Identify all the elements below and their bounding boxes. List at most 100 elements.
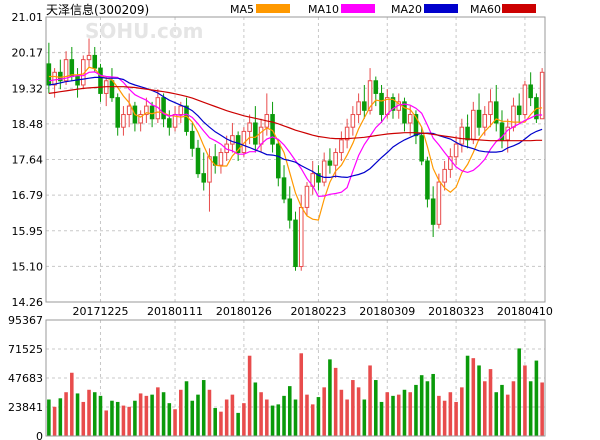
- candle-body-up: [459, 126, 465, 145]
- candle-body-down: [92, 54, 98, 69]
- candle-body-up: [144, 105, 149, 116]
- volume-bar-down: [276, 404, 281, 436]
- volume-bar-down: [58, 398, 63, 436]
- candle-body-up: [436, 181, 442, 225]
- volume-bar-up: [207, 389, 212, 436]
- candle-body-up: [230, 135, 235, 145]
- candle-body-up: [356, 101, 361, 116]
- volume-bar-up: [224, 399, 229, 436]
- candle-body-up: [258, 126, 264, 145]
- date-tick-label: 20180323: [428, 305, 484, 318]
- volume-bar-down: [287, 386, 292, 436]
- price-y-axis: 21.01 20.17 19.32 18.48 17.64 16.79 15.95 15.10…: [12, 11, 44, 309]
- volume-bar-down: [391, 395, 395, 436]
- ma-line-ma5: [48, 66, 543, 221]
- candle-body-up: [178, 105, 184, 116]
- volume-bar-down: [110, 400, 114, 436]
- volume-bar-down: [161, 392, 166, 436]
- candle-body-up: [138, 114, 143, 124]
- volume-bar-up: [482, 381, 487, 436]
- candle-body-down: [253, 122, 258, 145]
- date-tick-label: 20180309: [359, 305, 415, 318]
- volume-bar-down: [184, 381, 189, 436]
- volume-bar-up: [173, 409, 177, 436]
- candle-body-up: [471, 109, 476, 141]
- volume-bar-up: [540, 382, 544, 436]
- volume-bar-down: [236, 412, 240, 436]
- candle-body-down: [115, 97, 120, 128]
- volume-bar-up: [345, 399, 349, 436]
- volume-bar-down: [494, 392, 499, 436]
- candle-body-up: [482, 114, 488, 128]
- candle-body-down: [528, 84, 533, 99]
- legend-ma10-label: MA10: [308, 3, 340, 16]
- volume-bar-up: [505, 394, 510, 436]
- candle-body-up: [304, 185, 310, 208]
- candle-body-down: [516, 105, 522, 116]
- legend-ma20-color: [424, 4, 458, 13]
- volume-y-axis: 95367 71525 47683 23841 0: [8, 314, 43, 440]
- volume-bar-down: [402, 389, 407, 436]
- candle-body-down: [465, 126, 470, 141]
- volume-bar-up: [396, 394, 401, 436]
- candle-body-up: [126, 105, 132, 116]
- candle-body-down: [476, 109, 482, 128]
- price-tick-label: 17.64: [12, 154, 44, 167]
- volume-bar-down: [500, 384, 504, 436]
- candle-body-down: [276, 143, 281, 179]
- volume-bar-down: [201, 380, 206, 436]
- candle-body-down: [493, 101, 499, 124]
- volume-bar-down: [92, 392, 97, 436]
- price-tick-label: 14.26: [12, 296, 44, 309]
- candle-body-down: [75, 76, 80, 86]
- volume-bar-down: [431, 373, 435, 436]
- volume-bar-up: [310, 404, 315, 436]
- price-tick-label: 19.32: [12, 82, 44, 95]
- volume-tick-label: 23841: [8, 401, 43, 414]
- candle-body-up: [121, 114, 126, 128]
- volume-frame: [45, 319, 546, 437]
- volume-bar-down: [379, 401, 384, 436]
- candle-body-up: [321, 160, 327, 183]
- volume-bar-up: [138, 393, 143, 436]
- volume-bar-down: [253, 382, 258, 436]
- candle-body-up: [453, 143, 459, 158]
- candle-body-down: [161, 97, 166, 120]
- candle-body-down: [390, 97, 396, 111]
- candle-body-up: [442, 168, 447, 183]
- volume-bar-down: [374, 380, 378, 436]
- volume-bar-down: [362, 399, 367, 436]
- volume-bar-up: [523, 365, 527, 436]
- legend-ma20-label: MA20: [391, 3, 423, 16]
- volume-bar-down: [282, 395, 286, 436]
- volume-bar-down: [213, 408, 217, 436]
- volume-tick-label: 95367: [8, 314, 43, 327]
- volume-bar-up: [356, 387, 361, 436]
- candle-body-up: [207, 156, 212, 183]
- candle-body-up: [407, 114, 413, 124]
- ma-line-ma20: [48, 76, 543, 179]
- volume-bar-down: [150, 394, 154, 436]
- candle-body-down: [46, 63, 52, 86]
- candle-body-up: [350, 114, 356, 128]
- volume-tick-label: 47683: [8, 372, 43, 385]
- volume-bar-up: [247, 355, 252, 436]
- volume-tick-label: 71525: [8, 343, 43, 356]
- volume-bar-down: [425, 381, 430, 436]
- volume-bar-up: [442, 400, 447, 436]
- volume-bar-down: [517, 348, 521, 436]
- ma-line-ma10: [48, 71, 543, 198]
- date-tick-label: 20180223: [290, 305, 346, 318]
- volume-bar-up: [219, 411, 223, 436]
- volume-bar-down: [419, 375, 424, 436]
- volume-bar-up: [351, 380, 355, 436]
- volume-bar-up: [70, 372, 74, 436]
- volume-bar-up: [156, 387, 160, 436]
- date-x-axis: 20171225 20180111 20180126 20180223 20180309…: [72, 305, 552, 318]
- candle-body-down: [109, 80, 115, 99]
- candle-body-up: [63, 59, 69, 82]
- volume-bar-down: [98, 395, 103, 436]
- price-tick-label: 20.17: [12, 47, 44, 60]
